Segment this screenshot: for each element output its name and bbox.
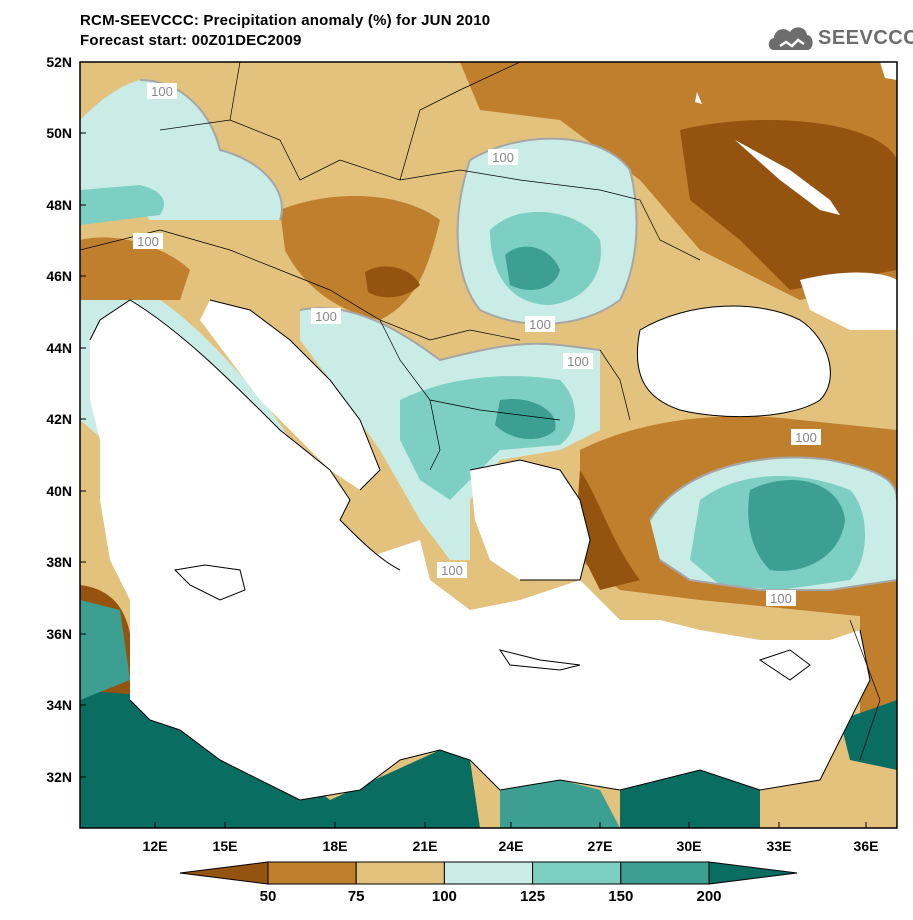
- colorbar-label: 200: [696, 888, 721, 905]
- svg-text:100: 100: [492, 150, 514, 165]
- forecast-start: Forecast start: 00Z01DEC2009: [80, 32, 302, 49]
- lat-tick: 36N: [46, 626, 86, 642]
- lon-label: 27E: [588, 838, 613, 854]
- lat-label: 52N: [46, 54, 72, 70]
- anomaly-field: [80, 62, 897, 828]
- lon-label: 15E: [213, 838, 238, 854]
- lat-tick: 48N: [46, 197, 86, 213]
- logo-text: SEEVCCC: [818, 27, 913, 49]
- lon-label: 18E: [323, 838, 348, 854]
- lon-tick: 27E: [588, 822, 613, 854]
- lat-tick: 38N: [46, 554, 86, 570]
- lat-tick: 32N: [46, 769, 86, 785]
- contour-100-lines: [139, 79, 897, 591]
- svg-text:100: 100: [770, 591, 792, 606]
- contour-label: 100: [147, 83, 177, 99]
- lon-label: 12E: [143, 838, 168, 854]
- colorbar-segment: [620, 861, 710, 885]
- lat-tick: 52N: [46, 54, 86, 70]
- coastlines: [89, 299, 871, 801]
- contour-label: 100: [437, 562, 467, 578]
- colorbar-label: 50: [260, 888, 277, 905]
- lon-tick: 15E: [213, 822, 238, 854]
- colorbar: 50 75 100 125 150 200: [179, 861, 798, 905]
- map-frame: [79, 61, 898, 829]
- colorbar-label: 125: [520, 888, 545, 905]
- lat-label: 42N: [46, 411, 72, 427]
- contour-labels: 100 100 100 100 100 100 100 100 100: [133, 83, 821, 606]
- lon-tick: 30E: [677, 822, 702, 854]
- colorbar-segment: [443, 861, 534, 885]
- colorbar-high-triangle: [708, 861, 798, 885]
- lat-label: 38N: [46, 554, 72, 570]
- colorbar-label: 75: [348, 888, 365, 905]
- contour-label: 100: [563, 353, 593, 369]
- lon-tick: 21E: [413, 822, 438, 854]
- latitude-axis: 52N 50N 48N 46N 44N 42N 40N 38N 36N 34N …: [46, 54, 86, 785]
- svg-text:100: 100: [567, 354, 589, 369]
- colorbar-segment: [532, 861, 622, 885]
- colorbar-segment: [355, 861, 445, 885]
- svg-text:100: 100: [137, 234, 159, 249]
- lon-label: 36E: [854, 838, 879, 854]
- lon-label: 30E: [677, 838, 702, 854]
- lat-label: 34N: [46, 697, 72, 713]
- svg-text:100: 100: [315, 309, 337, 324]
- colorbar-label: 100: [432, 888, 457, 905]
- lon-label: 24E: [499, 838, 524, 854]
- contour-label: 100: [311, 308, 341, 324]
- lon-tick: 24E: [499, 822, 524, 854]
- lat-label: 32N: [46, 769, 72, 785]
- longitude-axis: 12E 15E 18E 21E 24E 27E 30E 33E 36E: [143, 822, 879, 854]
- map-title: RCM-SEEVCCC: Precipitation anomaly (%) f…: [80, 12, 491, 29]
- lon-tick: 33E: [767, 822, 792, 854]
- seevccc-logo: SEEVCCC: [766, 20, 913, 60]
- lat-label: 36N: [46, 626, 72, 642]
- svg-text:100: 100: [441, 563, 463, 578]
- lat-label: 50N: [46, 125, 72, 141]
- cloud-icon: [768, 27, 813, 50]
- lat-label: 48N: [46, 197, 72, 213]
- lat-label: 46N: [46, 268, 72, 284]
- colorbar-segment: [267, 861, 357, 885]
- lat-tick: 42N: [46, 411, 86, 427]
- contour-label: 100: [791, 429, 821, 445]
- svg-text:100: 100: [795, 430, 817, 445]
- lon-tick: 36E: [854, 822, 879, 854]
- lat-tick: 50N: [46, 125, 86, 141]
- colorbar-low-triangle: [179, 861, 269, 885]
- lat-tick: 44N: [46, 340, 86, 356]
- lon-label: 33E: [767, 838, 792, 854]
- colorbar-label: 150: [608, 888, 633, 905]
- contour-label: 100: [133, 233, 163, 249]
- contour-label: 100: [488, 149, 518, 165]
- lat-tick: 46N: [46, 268, 86, 284]
- svg-text:100: 100: [529, 317, 551, 332]
- lat-tick: 40N: [46, 483, 86, 499]
- lat-tick: 34N: [46, 697, 86, 713]
- lon-label: 21E: [413, 838, 438, 854]
- lat-label: 44N: [46, 340, 72, 356]
- lon-tick: 12E: [143, 822, 168, 854]
- contour-label: 100: [766, 590, 796, 606]
- svg-text:100: 100: [151, 84, 173, 99]
- lat-label: 40N: [46, 483, 72, 499]
- contour-label: 100: [525, 316, 555, 332]
- lon-tick: 18E: [323, 822, 348, 854]
